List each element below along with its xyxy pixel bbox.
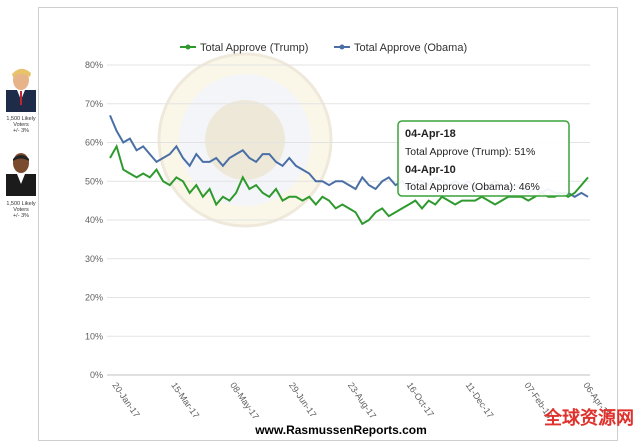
obama-caption-3: +/- 3% <box>13 213 29 219</box>
presidential-seal-watermark <box>157 52 333 228</box>
legend-label-obama: Total Approve (Obama) <box>354 42 467 54</box>
x-tick-label: 29-Jun-17 <box>287 380 318 419</box>
x-tick-label: 16-Oct-17 <box>405 380 436 419</box>
y-tick-40: 40% <box>85 215 103 225</box>
trump-caption-3: +/- 3% <box>13 128 29 134</box>
trump-portrait <box>4 62 38 112</box>
y-tick-80: 80% <box>85 60 103 70</box>
footer-site-link[interactable]: www.RasmussenReports.com <box>254 423 427 437</box>
y-tick-0: 0% <box>90 370 103 380</box>
y-tick-30: 30% <box>85 254 103 264</box>
trump-caption-2: Voters <box>13 122 29 128</box>
obama-caption-2: Voters <box>13 207 29 213</box>
tooltip: 04-Apr-18 Total Approve (Trump): 51% 04-… <box>397 120 570 197</box>
grid-lines <box>107 64 590 376</box>
y-axis: 80% 70% 60% 50% 40% 30% 20% 10% 0% <box>85 60 103 380</box>
side-panel: 1,500 Likely Voters +/- 3% 1,500 Likely … <box>4 62 38 219</box>
obama-portrait <box>4 146 38 196</box>
y-tick-50: 50% <box>85 176 103 186</box>
series-line-trump[interactable] <box>109 143 589 226</box>
x-tick-label: 15-Mar-17 <box>169 380 201 420</box>
legend: Total Approve (Trump) Total Approve (Oba… <box>180 42 467 54</box>
obama-caption-1: 1,500 Likely <box>6 201 36 207</box>
legend-label-trump: Total Approve (Trump) <box>200 42 308 54</box>
y-tick-10: 10% <box>85 331 103 341</box>
trump-caption-1: 1,500 Likely <box>6 116 36 122</box>
y-tick-70: 70% <box>85 99 103 109</box>
x-tick-label: 20-Jan-17 <box>110 380 141 419</box>
y-tick-20: 20% <box>85 293 103 303</box>
legend-item-obama[interactable]: Total Approve (Obama) <box>334 42 467 54</box>
y-tick-60: 60% <box>85 138 103 148</box>
tooltip-date-obama: 04-Apr-10 <box>405 164 456 176</box>
x-tick-label: 11-Dec-17 <box>464 380 496 420</box>
x-tick-label: 23-Aug-17 <box>346 380 378 420</box>
tooltip-value-trump: Total Approve (Trump): 51% <box>405 146 535 158</box>
x-tick-label: 08-May-17 <box>228 380 261 421</box>
legend-item-trump[interactable]: Total Approve (Trump) <box>180 42 308 54</box>
tooltip-value-obama: Total Approve (Obama): 46% <box>405 181 540 193</box>
chart-frame <box>38 7 618 441</box>
watermark-text: 全球资源网 <box>543 407 634 429</box>
tooltip-date-trump: 04-Apr-18 <box>405 128 456 140</box>
x-axis: 20-Jan-17 15-Mar-17 08-May-17 29-Jun-17 … <box>110 380 612 421</box>
